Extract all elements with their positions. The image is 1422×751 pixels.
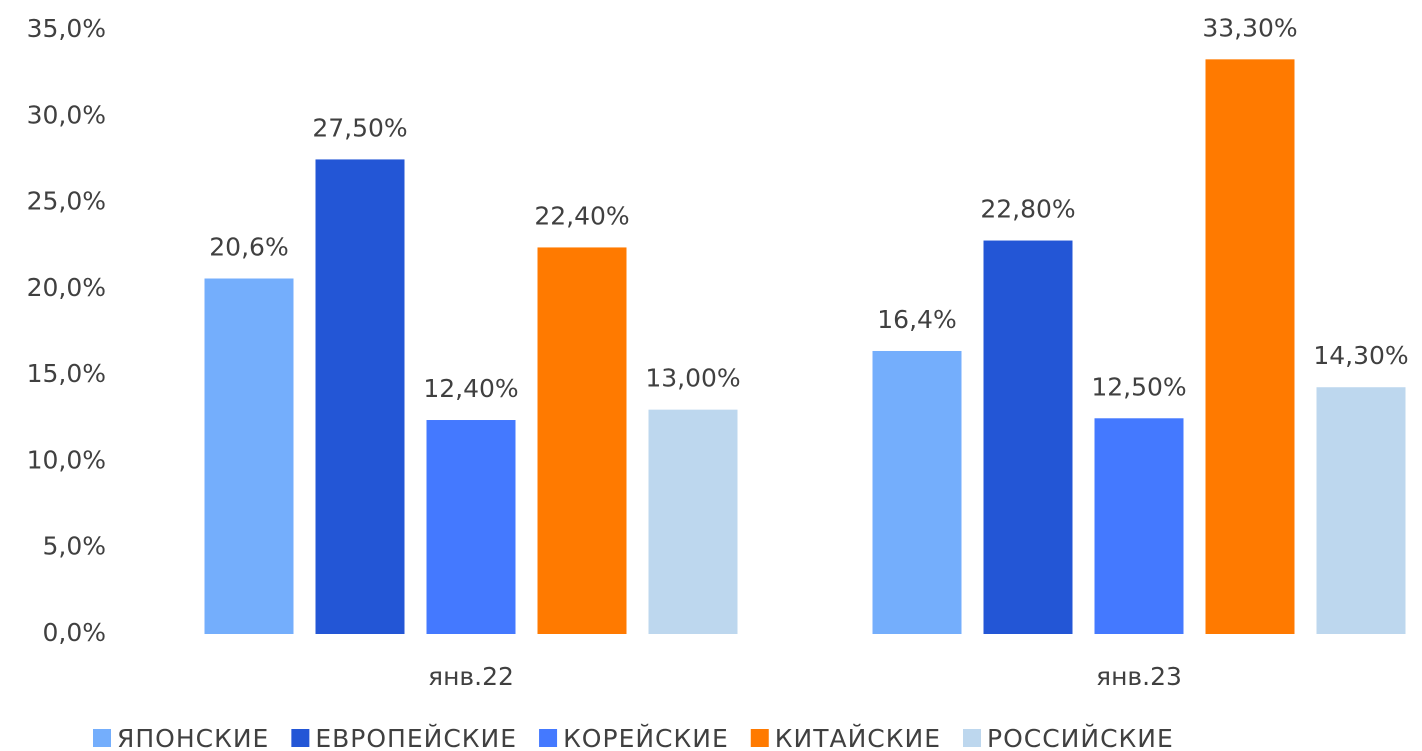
bar [315,159,405,634]
value-label: 12,50% [1091,372,1186,401]
y-tick-label: 35,0% [27,14,106,43]
bar [1094,418,1184,634]
legend-label: РОССИЙСКИЕ [987,724,1174,751]
bar [537,247,627,634]
legend-label: КИТАЙСКИЕ [775,724,941,751]
legend-swatch [93,729,111,747]
y-tick-label: 20,0% [27,273,106,302]
value-label: 12,40% [423,374,518,403]
legend-swatch [291,729,310,747]
bar [983,240,1073,634]
y-tick-label: 30,0% [27,100,106,129]
value-label: 22,40% [534,201,629,230]
bar [1205,59,1295,634]
x-tick-label: янв.23 [1096,662,1182,691]
value-label: 16,4% [877,305,956,334]
value-label: 13,00% [645,364,740,393]
legend-swatch [539,729,558,747]
bar [872,350,962,634]
bar [648,409,738,634]
legend-label: КОРЕЙСКИЕ [563,724,729,751]
legend-swatch [963,729,981,747]
value-label: 22,80% [980,195,1075,224]
y-tick-label: 10,0% [27,445,106,474]
x-tick-label: янв.22 [428,662,514,691]
legend-label: ЯПОНСКИЕ [117,724,269,751]
value-label: 27,50% [312,113,407,142]
legend-label: ЕВРОПЕЙСКИЕ [315,724,517,751]
legend-swatch [750,729,769,747]
value-label: 14,30% [1313,341,1408,370]
value-label: 20,6% [209,233,288,262]
bar [204,278,294,634]
bar [1316,387,1406,634]
y-tick-label: 15,0% [27,359,106,388]
bar [426,420,516,634]
value-label: 33,30% [1202,13,1297,42]
y-tick-label: 0,0% [42,618,106,647]
y-tick-label: 25,0% [27,187,106,216]
y-tick-label: 5,0% [42,532,106,561]
